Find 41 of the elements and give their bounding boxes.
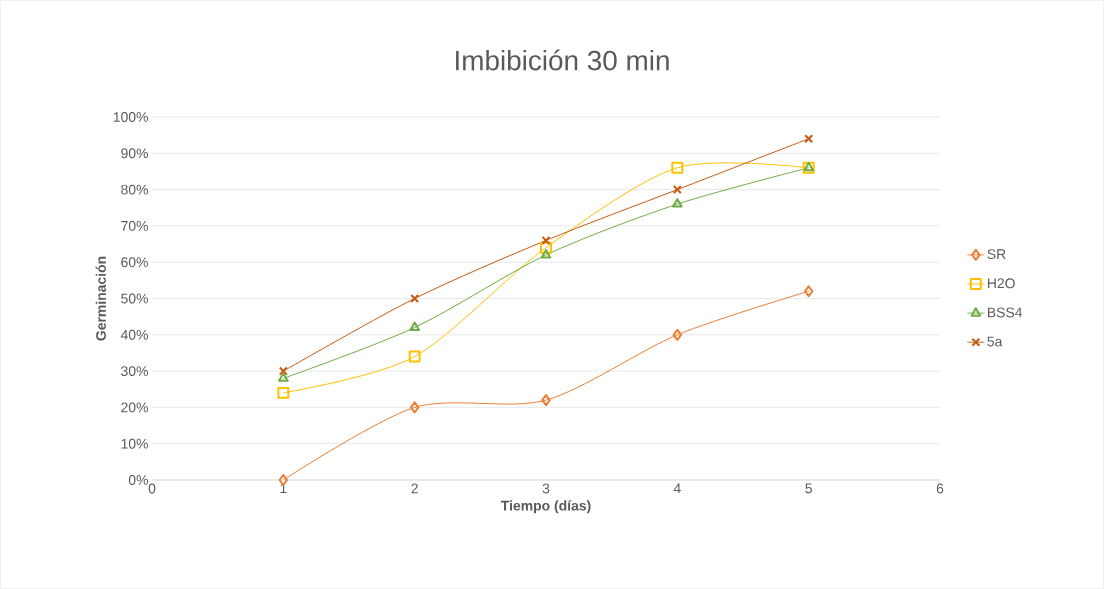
legend-label: SR [987, 249, 1006, 260]
x-tick-label: 2 [411, 483, 418, 494]
point [278, 366, 288, 376]
point [278, 372, 289, 382]
point [277, 386, 290, 399]
y-tick-label: 70% [121, 220, 148, 231]
point [410, 293, 420, 304]
point [540, 241, 552, 254]
x-axis-title: Tiempo (días) [500, 500, 591, 514]
y-tick-label: 50% [121, 293, 148, 304]
point [540, 248, 552, 259]
x-tick-label: 3 [542, 483, 550, 494]
y-tick-label: 20% [121, 402, 148, 413]
x-tick-label: 0 [148, 483, 156, 494]
y-axis-title: Germinación [95, 256, 106, 341]
y-tick-label: 40% [120, 329, 148, 340]
y-tick-label: 60% [121, 257, 148, 268]
point [409, 401, 420, 414]
y-tick-label: 90% [121, 148, 148, 159]
y-tick-label: 100% [113, 112, 148, 122]
point [803, 285, 814, 298]
y-tick-label: 80% [121, 184, 148, 195]
legend-label: H2O [987, 278, 1015, 289]
x-tick-label: 4 [673, 483, 681, 494]
point [409, 321, 420, 332]
x-tick-label: 5 [805, 483, 812, 494]
point [541, 394, 551, 407]
legend-label: BSS4 [987, 307, 1023, 318]
point [541, 235, 551, 245]
point [672, 328, 683, 341]
point [672, 185, 682, 195]
y-tick-label: 10% [121, 438, 148, 449]
legend-label: 5a [987, 336, 1003, 347]
point [671, 161, 684, 174]
y-tick-label: 30% [121, 366, 148, 377]
point [408, 350, 421, 363]
x-tick-label: 6 [936, 483, 944, 494]
chart-title: Imbibición 30 min [456, 49, 669, 71]
point [672, 198, 683, 208]
y-tick-label: 0% [128, 475, 148, 485]
point [804, 134, 814, 144]
